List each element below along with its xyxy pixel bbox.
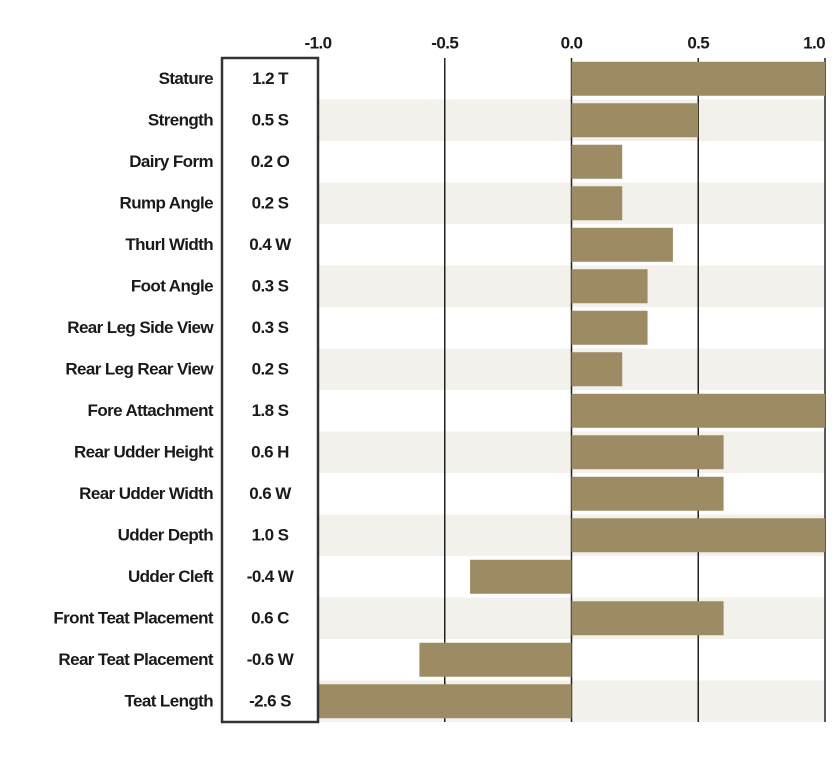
x-tick-label: 0.5 bbox=[687, 33, 709, 52]
category-label: Front Teat Placement bbox=[53, 609, 214, 628]
x-tick-label: 0.0 bbox=[561, 33, 583, 52]
value-label: -2.6 S bbox=[249, 692, 291, 711]
category-label: Udder Cleft bbox=[128, 567, 214, 586]
value-label: 1.2 T bbox=[252, 69, 289, 88]
bar bbox=[571, 352, 623, 387]
bar bbox=[571, 393, 825, 428]
bar bbox=[571, 435, 724, 470]
value-label: 1.0 S bbox=[252, 526, 289, 545]
value-label: 0.2 S bbox=[252, 360, 289, 379]
value-label: 0.2 O bbox=[251, 152, 290, 171]
category-label: Dairy Form bbox=[129, 152, 213, 171]
value-label: 0.6 W bbox=[249, 484, 292, 503]
x-tick-label: -1.0 bbox=[305, 33, 332, 52]
value-column-box bbox=[220, 56, 320, 724]
bar bbox=[419, 642, 572, 677]
bar bbox=[571, 144, 623, 179]
category-label: Stature bbox=[159, 69, 214, 88]
category-label: Rump Angle bbox=[120, 194, 214, 213]
value-label: 0.6 C bbox=[251, 609, 289, 628]
category-label: Fore Attachment bbox=[88, 401, 214, 420]
bar bbox=[571, 227, 673, 262]
category-label: Udder Depth bbox=[118, 526, 214, 545]
bar bbox=[571, 476, 724, 511]
bar bbox=[571, 269, 648, 304]
value-label: 0.6 H bbox=[251, 443, 289, 462]
category-label: Strength bbox=[148, 111, 213, 130]
category-label: Thurl Width bbox=[125, 235, 213, 254]
value-label: -0.6 W bbox=[247, 650, 295, 669]
value-label: 1.8 S bbox=[252, 401, 289, 420]
value-label: 0.5 S bbox=[252, 111, 289, 130]
bar bbox=[571, 186, 623, 221]
value-label: 0.3 S bbox=[252, 277, 289, 296]
bar bbox=[571, 310, 648, 345]
value-label: 0.4 W bbox=[249, 235, 292, 254]
x-tick-label: -0.5 bbox=[431, 33, 458, 52]
bar bbox=[571, 601, 724, 636]
category-label: Foot Angle bbox=[131, 277, 213, 296]
bar bbox=[571, 61, 825, 96]
category-label: Rear Udder Height bbox=[74, 443, 214, 462]
bar bbox=[318, 684, 572, 719]
value-label: -0.4 W bbox=[247, 567, 295, 586]
bar bbox=[470, 559, 572, 594]
category-label: Rear Leg Rear View bbox=[65, 360, 214, 379]
value-label: 0.3 S bbox=[252, 318, 289, 337]
x-tick-label: 1.0 bbox=[803, 33, 825, 52]
category-label: Rear Teat Placement bbox=[58, 650, 214, 669]
category-label: Rear Leg Side View bbox=[67, 318, 214, 337]
category-label: Rear Udder Width bbox=[79, 484, 213, 503]
bar bbox=[571, 518, 825, 553]
value-label: 0.2 S bbox=[252, 194, 289, 213]
category-label: Teat Length bbox=[125, 692, 214, 711]
bar bbox=[571, 103, 699, 138]
